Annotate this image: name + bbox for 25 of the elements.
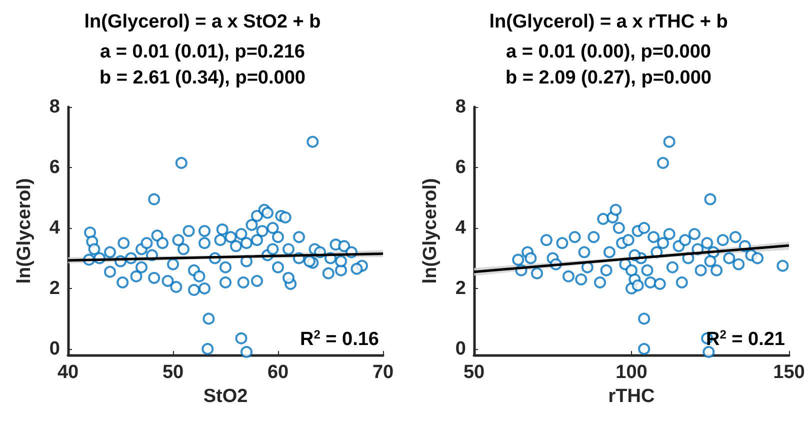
x-tick-label: 150 [773,362,805,383]
y-axis-title: ln(Glycerol) [420,178,441,284]
x-tick-label: 60 [267,362,289,383]
y-tick-label: 0 [455,338,466,360]
x-axis-title: rTHC [608,386,655,407]
y-tick-label: 6 [455,156,466,178]
x-tick-label: 100 [616,362,648,383]
x-tick-label: 50 [463,362,485,383]
chart-title: ln(Glycerol) = a x rTHC + b [489,12,728,32]
chart-subtitle: a = 0.01 (0.01), p=0.216 b = 2.61 (0.34), p=0.000 [100,42,306,88]
y-tick-label: 0 [49,338,60,360]
y-axis-title: ln(Glycerol) [14,178,35,284]
x-tick-label: 50 [162,362,184,383]
x-tick-label: 70 [372,362,394,383]
y-tick-label: 6 [49,156,60,178]
chart-subtitle: a = 0.01 (0.00), p=0.000 b = 2.09 (0.27), p=0.000 [506,42,712,88]
y-tick-label: 8 [455,96,466,118]
y-tick-label: 2 [455,278,466,299]
y-tick-label: 4 [49,217,60,238]
y-tick-label: 4 [455,217,466,238]
x-tick-label: 40 [57,362,79,383]
y-tick-label: 8 [49,96,60,118]
y-tick-label: 2 [49,278,60,299]
chart-title: ln(Glycerol) = a x StO2 + b [84,12,321,32]
x-axis-title: StO2 [203,386,248,407]
